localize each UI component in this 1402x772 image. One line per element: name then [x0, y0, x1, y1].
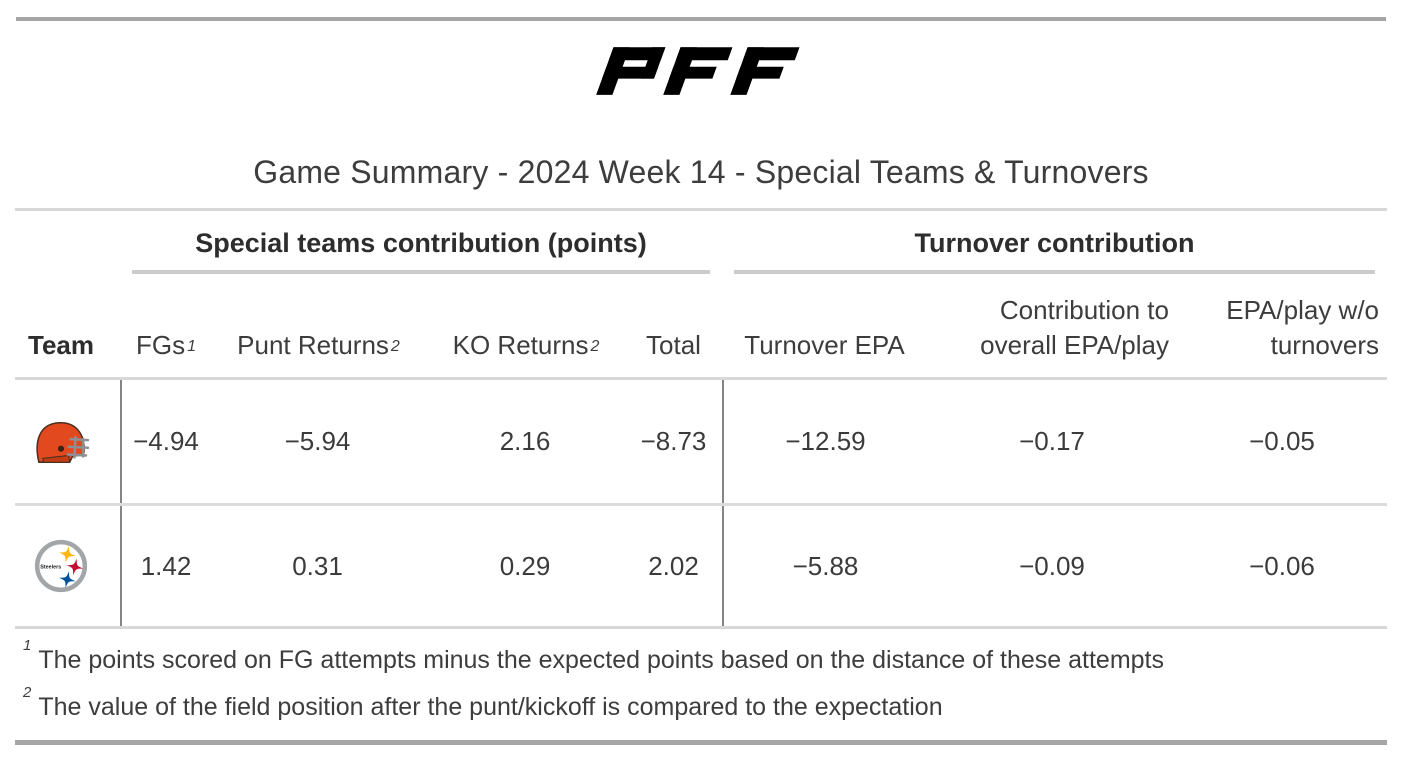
team-logo-steelers: Steelers [15, 506, 120, 626]
column-header-row: Team FGs 1 Punt Returns 2 KO Returns 2 Tota… [15, 274, 1387, 380]
steelers-wordmark: Steelers [40, 564, 61, 570]
column-header-fgs: FGs 1 [135, 329, 196, 360]
page-title: Game Summary - 2024 Week 14 - Special Te… [253, 154, 1149, 190]
footnote-ref-1: 1 [187, 337, 196, 355]
footnote-2-marker: 2 [23, 683, 32, 701]
steelers-logo-icon: Steelers [34, 539, 87, 593]
cell-steelers-turnover-epa: −5.88 [722, 506, 927, 626]
pff-logo-icon [596, 47, 800, 95]
group-header-row: Special teams contribution (points) Turn… [15, 211, 1387, 274]
top-divider-bar [16, 17, 1386, 21]
browns-helmet-icon [35, 421, 89, 463]
cell-steelers-ko-returns: 0.29 [499, 550, 551, 581]
column-header-contribution-overall: Contribution to overall EPA/play [980, 295, 1169, 360]
column-header-ko-returns: KO Returns 2 [452, 329, 600, 360]
footnotes: 1The points scored on FG attempts minus … [15, 636, 1387, 725]
cell-steelers-punt-returns: 0.31 [292, 550, 343, 581]
cell-browns-ko-returns: 2.16 [499, 426, 551, 456]
title-rule [15, 208, 1387, 211]
table-row-steelers: Steelers 1.42 0.31 0.29 2.02 −5.88 −0.09… [15, 503, 1387, 626]
cell-browns-fgs: −4.94 [120, 380, 210, 503]
footnote-1-marker: 1 [23, 636, 32, 654]
column-header-team: Team [28, 329, 94, 360]
table-bottom-rule [15, 626, 1387, 629]
bottom-divider-bar [15, 740, 1387, 745]
column-header-epa-wo-turnovers: EPA/play w/o turnovers [1226, 295, 1379, 360]
group-header-turnover: Turnover contribution [734, 211, 1375, 274]
footnote-1: 1The points scored on FG attempts minus … [23, 636, 1164, 674]
cell-browns-contribution-overall: −0.17 [1019, 426, 1085, 456]
summary-table: Special teams contribution (points) Turn… [15, 211, 1387, 629]
cell-steelers-total: 2.02 [648, 550, 699, 581]
footnote-ref-2: 2 [390, 337, 400, 355]
table-row-browns: −4.94 −5.94 2.16 −8.73 −12.59 −0.17 −0.0… [15, 380, 1387, 503]
cell-steelers-fgs: 1.42 [120, 506, 210, 626]
page: Game Summary - 2024 Week 14 - Special Te… [0, 17, 1402, 772]
cell-browns-turnover-epa: −12.59 [722, 380, 927, 503]
footnote-2: 2The value of the field position after t… [23, 683, 943, 721]
cell-browns-epa-wo-turnovers: −0.05 [1249, 426, 1315, 456]
cell-browns-total: −8.73 [640, 426, 707, 456]
cell-browns-punt-returns: −5.94 [284, 426, 351, 456]
cell-steelers-epa-wo-turnovers: −0.06 [1249, 550, 1315, 581]
cell-steelers-contribution-overall: −0.09 [1019, 550, 1085, 581]
column-header-total: Total [646, 329, 701, 360]
footnote-ref-2: 2 [590, 337, 600, 355]
group-header-special-teams: Special teams contribution (points) [132, 211, 710, 274]
pff-logo [0, 41, 1402, 104]
column-header-turnover-epa: Turnover EPA [744, 329, 905, 360]
team-logo-browns [15, 380, 120, 503]
column-header-punt-returns: Punt Returns 2 [237, 329, 400, 360]
